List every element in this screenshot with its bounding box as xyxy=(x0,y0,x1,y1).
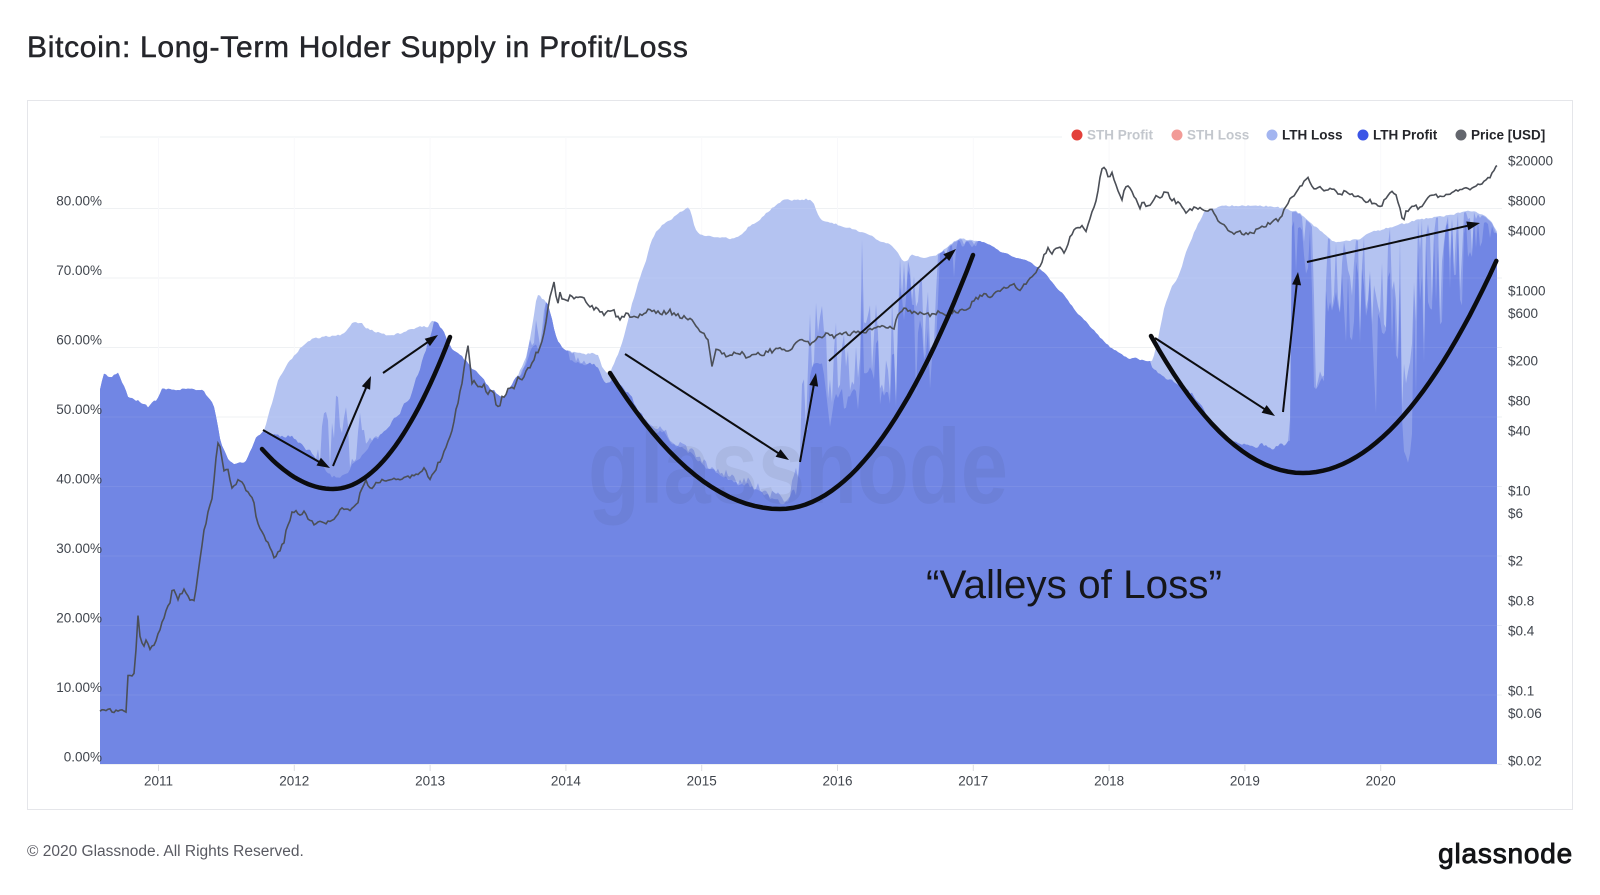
svg-text:LTH Profit: LTH Profit xyxy=(1373,128,1438,143)
svg-text:$8000: $8000 xyxy=(1508,193,1546,208)
svg-text:Price [USD]: Price [USD] xyxy=(1471,128,1545,143)
svg-text:2016: 2016 xyxy=(822,774,852,789)
svg-text:$0.4: $0.4 xyxy=(1508,623,1535,638)
svg-text:60.00%: 60.00% xyxy=(56,333,102,348)
svg-text:$4000: $4000 xyxy=(1508,223,1546,238)
svg-text:2017: 2017 xyxy=(958,774,988,789)
svg-text:70.00%: 70.00% xyxy=(56,263,102,278)
svg-text:$0.1: $0.1 xyxy=(1508,684,1534,699)
svg-text:50.00%: 50.00% xyxy=(56,402,102,417)
svg-text:0.00%: 0.00% xyxy=(64,750,102,765)
svg-text:LTH Loss: LTH Loss xyxy=(1282,128,1343,143)
svg-text:2020: 2020 xyxy=(1366,774,1396,789)
svg-text:$40: $40 xyxy=(1508,423,1531,438)
svg-text:$80: $80 xyxy=(1508,393,1531,408)
svg-text:2015: 2015 xyxy=(687,774,717,789)
svg-text:10.00%: 10.00% xyxy=(56,680,102,695)
svg-text:STH Profit: STH Profit xyxy=(1087,128,1154,143)
svg-text:2019: 2019 xyxy=(1230,774,1260,789)
svg-text:$1000: $1000 xyxy=(1508,284,1546,299)
svg-text:2012: 2012 xyxy=(279,774,309,789)
svg-text:$2: $2 xyxy=(1508,553,1523,568)
svg-text:$0.02: $0.02 xyxy=(1508,753,1542,768)
svg-text:$0.8: $0.8 xyxy=(1508,593,1534,608)
svg-text:80.00%: 80.00% xyxy=(56,194,102,209)
svg-text:STH Loss: STH Loss xyxy=(1187,128,1249,143)
svg-text:30.00%: 30.00% xyxy=(56,541,102,556)
svg-text:$10: $10 xyxy=(1508,484,1531,499)
svg-text:$0.06: $0.06 xyxy=(1508,706,1542,721)
svg-text:© 2020 Glassnode. All Rights R: © 2020 Glassnode. All Rights Reserved. xyxy=(27,843,304,860)
svg-text:2011: 2011 xyxy=(144,774,173,789)
svg-text:$6: $6 xyxy=(1508,506,1523,521)
svg-text:2013: 2013 xyxy=(415,774,445,789)
svg-text:Bitcoin: Long-Term Holder Supp: Bitcoin: Long-Term Holder Supply in Prof… xyxy=(27,31,689,64)
svg-text:$20000: $20000 xyxy=(1508,153,1553,168)
svg-text:2014: 2014 xyxy=(551,774,582,789)
svg-text:2018: 2018 xyxy=(1094,774,1124,789)
svg-text:“Valleys of Loss”: “Valleys of Loss” xyxy=(926,563,1222,607)
svg-text:20.00%: 20.00% xyxy=(56,611,102,626)
svg-text:$200: $200 xyxy=(1508,353,1538,368)
svg-text:40.00%: 40.00% xyxy=(56,472,102,487)
svg-text:glassnode: glassnode xyxy=(1438,838,1573,869)
svg-text:$600: $600 xyxy=(1508,306,1538,321)
